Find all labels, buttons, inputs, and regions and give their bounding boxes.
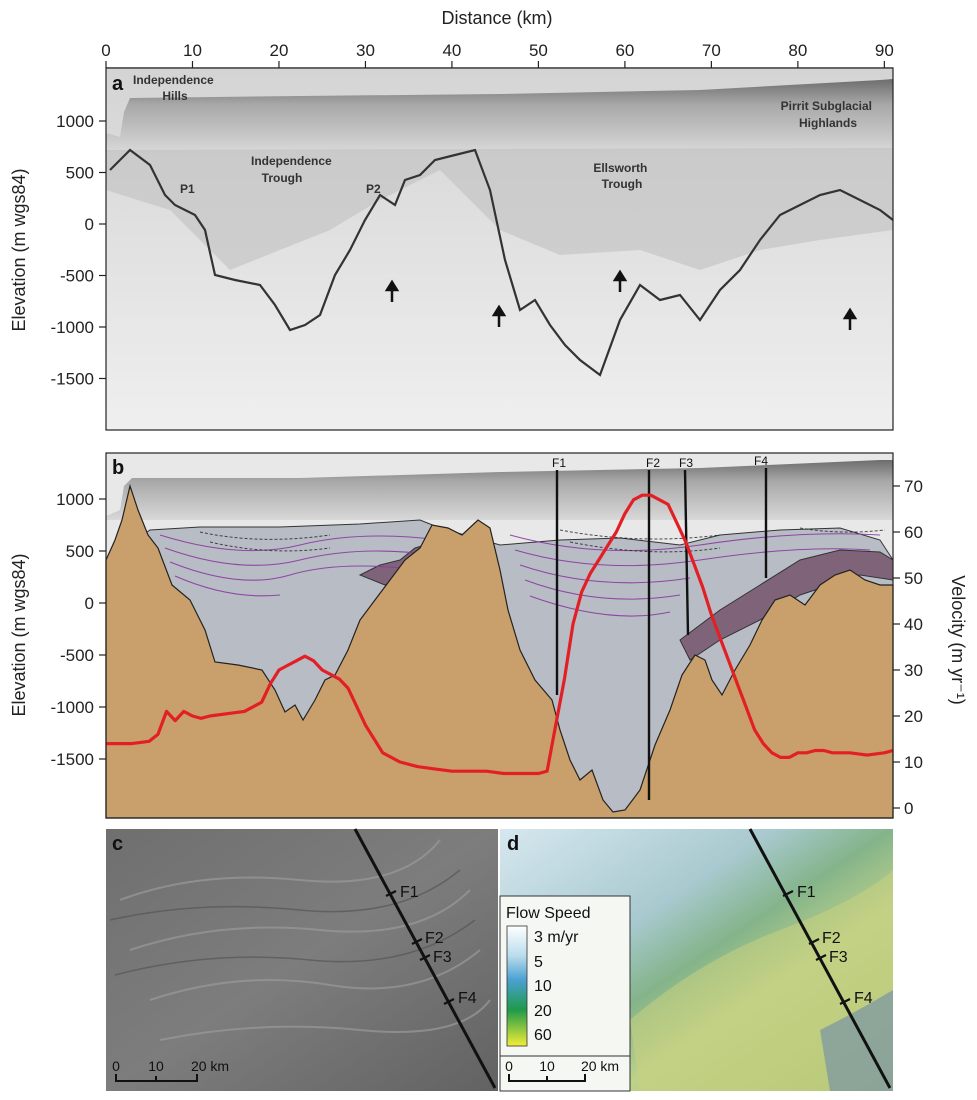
- feature-p1: P1: [180, 182, 195, 196]
- map-label-c-f3: F3: [433, 949, 452, 966]
- y2-tick-label: 20: [904, 707, 923, 726]
- y-axis-label-b: Elevation (m wgs84): [9, 553, 29, 716]
- fault-label-f1: F1: [552, 456, 566, 470]
- feature-ellsworth-trough: Ellsworth Trough: [593, 161, 650, 191]
- feature-independence-hills: Independence Hills: [133, 73, 217, 103]
- legend-entry-10: 10: [534, 978, 552, 995]
- fault-label-f4: F4: [754, 454, 768, 468]
- fault-ticks-d: [782, 890, 851, 1005]
- map-label-d-f2: F2: [822, 930, 841, 947]
- y2-tick-label: 0: [904, 799, 913, 818]
- fault-lines: [555, 468, 768, 800]
- y-axis-b: 1000 500 0 -500 -1000 -1500: [51, 490, 106, 769]
- x-tick-label: 20: [270, 41, 289, 60]
- map-label-d-f1: F1: [797, 884, 816, 901]
- panel-label-b: b: [112, 457, 124, 479]
- y-tick-label: 500: [66, 164, 94, 183]
- legend-entry-3: 3 m/yr: [534, 929, 579, 946]
- fault-ticks-c: [385, 890, 455, 1005]
- flow-speed-legend: Flow Speed 3 m/yr 5 10 20 60 0 10 20 km: [499, 895, 631, 1092]
- y-tick-label: 0: [85, 215, 94, 234]
- x-tick-label: 10: [183, 41, 202, 60]
- legend-entry-60: 60: [534, 1027, 552, 1044]
- panel-label-d: d: [507, 833, 519, 855]
- x-axis: 0 10 20 30 40 50 60 70 80 90: [101, 41, 894, 69]
- x-tick-label: 90: [875, 41, 894, 60]
- legend-colorbar: [506, 925, 528, 1047]
- y-tick-label: -1500: [51, 750, 94, 769]
- y2-tick-label: 40: [904, 615, 923, 634]
- map-label-d-f4: F4: [854, 990, 873, 1007]
- scalebar-c-10: 10: [148, 1058, 164, 1074]
- y-tick-label: 1000: [56, 112, 94, 131]
- y-tick-label: 500: [66, 542, 94, 561]
- y2-axis-label: Velocity (m yr⁻¹): [948, 575, 968, 705]
- x-tick-label: 0: [101, 41, 110, 60]
- feature-independence-trough: Independence Trough: [251, 154, 335, 185]
- feature-pirrit: Pirrit Subglacial Highlands: [781, 99, 876, 130]
- panel-label-c: c: [112, 833, 123, 855]
- y-axis-velocity: 70 60 50 40 30 20 10 0: [893, 477, 923, 818]
- scalebar-d-20: 20 km: [581, 1058, 619, 1074]
- x-tick-label: 80: [788, 41, 807, 60]
- legend-entry-20: 20: [534, 1003, 552, 1020]
- map-label-c-f4: F4: [458, 990, 477, 1007]
- x-tick-label: 70: [702, 41, 721, 60]
- y2-tick-label: 30: [904, 661, 923, 680]
- map-label-c-f1: F1: [400, 884, 419, 901]
- map-label-d-f3: F3: [829, 949, 848, 966]
- y-tick-label: -500: [60, 646, 94, 665]
- y2-tick-label: 10: [904, 753, 923, 772]
- panel-label-a: a: [112, 73, 124, 95]
- y-tick-label: -500: [60, 267, 94, 286]
- y2-tick-label: 60: [904, 523, 923, 542]
- velocity-line: [106, 493, 894, 776]
- y-tick-label: 0: [85, 594, 94, 613]
- panel-d: F1 F2 F3 F4 Flow Speed 3 m/yr 5 10 20 60…: [499, 828, 893, 1092]
- y-tick-label: -1000: [51, 318, 94, 337]
- legend-title: Flow Speed: [506, 905, 591, 922]
- x-axis-label: Distance (km): [441, 8, 552, 28]
- map-label-c-f2: F2: [425, 930, 444, 947]
- y-axis-a: 1000 500 0 -500 -1000 -1500: [51, 112, 106, 389]
- scalebar-c-20: 20 km: [191, 1058, 229, 1074]
- panel-a: a Independence Hills Independence Trough…: [51, 67, 894, 431]
- legend-entry-5: 5: [534, 954, 543, 971]
- arrow-icons: [384, 269, 858, 330]
- y-tick-label: 1000: [56, 490, 94, 509]
- x-tick-label: 40: [442, 41, 461, 60]
- fault-label-f2: F2: [646, 456, 660, 470]
- scalebar-c-0: 0: [112, 1058, 120, 1074]
- scalebar-d-10: 10: [539, 1058, 555, 1074]
- y-tick-label: -1000: [51, 698, 94, 717]
- panel-c: F1 F2 F3 F4 0 10 20 km c: [106, 828, 498, 1091]
- y2-tick-label: 50: [904, 569, 923, 588]
- y-axis-label-a: Elevation (m wgs84): [9, 168, 29, 331]
- x-tick-label: 50: [529, 41, 548, 60]
- scalebar-d-0: 0: [505, 1058, 513, 1074]
- bedrock-area: [105, 483, 894, 819]
- x-tick-label: 30: [356, 41, 375, 60]
- feature-p2: P2: [366, 182, 381, 196]
- fault-label-f3: F3: [679, 456, 693, 470]
- y2-tick-label: 70: [904, 477, 923, 496]
- x-tick-label: 60: [615, 41, 634, 60]
- scalebar-c: 0 10 20 km: [112, 1058, 229, 1082]
- y-tick-label: -1500: [51, 370, 94, 389]
